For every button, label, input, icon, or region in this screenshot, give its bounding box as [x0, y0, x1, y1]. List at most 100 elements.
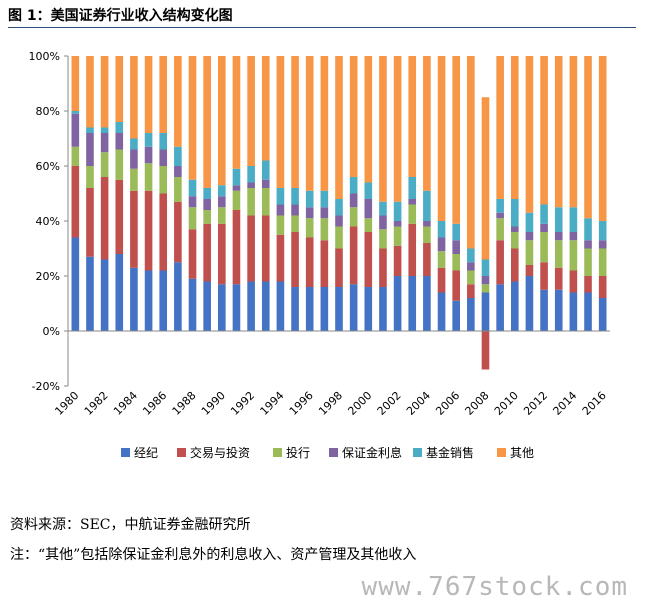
bar-segment-1992-series-3	[247, 182, 255, 188]
x-tick-label: 2004	[404, 389, 433, 418]
bar-segment-1989-series-1	[203, 223, 211, 282]
bar-segment-1994-series-0	[276, 281, 285, 331]
bar-segment-2005-series-3	[437, 237, 446, 252]
bar-segment-1993-series-4	[261, 160, 270, 180]
bar-segment-2012-series-4	[540, 204, 548, 224]
bar-segment-1997-series-2	[320, 218, 329, 241]
bar-segment-2000-series-4	[364, 182, 373, 199]
bar-segment-1984-series-4	[130, 138, 138, 150]
legend-label: 其他	[510, 446, 534, 460]
bar-segment-1982-series-2	[100, 152, 109, 177]
bar-segment-2010-series-3	[510, 226, 519, 232]
bar-segment-1992-series-0	[247, 281, 255, 331]
bar-segment-1991-series-1	[232, 210, 241, 285]
bar-segment-1986-series-5	[159, 56, 168, 133]
bar-segment-1993-series-0	[261, 281, 270, 331]
bar-segment-2008-series-5	[481, 97, 490, 260]
bar-segment-2007-series-3	[467, 262, 475, 271]
x-tick-label: 1998	[316, 389, 345, 418]
bar-segment-1996-series-1	[305, 237, 314, 287]
bar-segment-2002-series-3	[393, 221, 402, 227]
legend-label: 交易与投资	[190, 445, 250, 460]
bar-segment-1986-series-0	[159, 270, 168, 331]
x-tick-label: 2006	[433, 389, 462, 418]
bar-segment-1999-series-1	[349, 226, 358, 285]
bar-segment-1984-series-1	[130, 190, 138, 268]
bar-segment-2008-series-0	[481, 292, 490, 331]
bar-segment-2007-series-5	[467, 56, 475, 249]
bar-segment-2003-series-3	[408, 199, 417, 205]
bar-segment-2012-series-5	[540, 56, 548, 205]
bar-segment-1992-series-5	[247, 56, 255, 166]
bar-segment-2009-series-2	[496, 218, 504, 241]
bar-segment-2007-series-0	[467, 298, 475, 331]
bar-segment-1994-series-1	[276, 234, 285, 282]
x-tick-label: 2014	[551, 389, 580, 418]
bar-segment-1994-series-3	[276, 204, 285, 216]
bar-segment-1987-series-5	[174, 56, 182, 147]
bar-segment-1980-series-4	[71, 111, 80, 114]
bar-segment-1993-series-3	[261, 179, 270, 188]
bar-segment-2005-series-5	[437, 56, 446, 221]
bar-segment-2004-series-3	[423, 221, 431, 227]
bar-segment-2015-series-1	[584, 276, 592, 293]
bar-segment-2013-series-2	[554, 240, 563, 268]
x-tick-label: 2012	[521, 389, 550, 418]
bar-segment-1999-series-3	[349, 193, 358, 208]
bar-segment-1980-series-5	[71, 56, 80, 111]
bar-segment-1989-series-0	[203, 281, 211, 331]
bar-segment-2001-series-0	[379, 287, 387, 331]
bar-segment-2005-series-4	[437, 221, 446, 238]
bar-segment-2013-series-1	[554, 267, 563, 290]
bar-segment-1981-series-1	[86, 188, 94, 257]
bar-segment-1986-series-1	[159, 193, 168, 271]
bar-segment-1988-series-4	[188, 179, 197, 197]
bar-segment-1999-series-4	[349, 177, 358, 194]
bar-segment-2007-series-4	[467, 248, 475, 263]
bar-segment-2011-series-4	[525, 212, 534, 232]
bar-segment-2009-series-1	[496, 240, 504, 285]
bar-segment-2000-series-5	[364, 56, 373, 183]
bar-segment-1986-series-4	[159, 133, 168, 150]
bar-segment-2001-series-1	[379, 248, 387, 287]
bar-segment-1986-series-3	[159, 149, 168, 166]
bar-segment-2009-series-4	[496, 199, 504, 213]
bar-segment-1991-series-4	[232, 168, 241, 186]
bar-segment-2009-series-5	[496, 56, 504, 199]
bar-segment-2005-series-2	[437, 251, 446, 268]
bar-segment-1991-series-5	[232, 56, 241, 169]
bar-segment-1988-series-3	[188, 196, 197, 208]
bar-segment-2000-series-0	[364, 287, 373, 331]
bar-segment-1999-series-0	[349, 284, 358, 331]
bar-segment-2012-series-2	[540, 232, 548, 263]
bar-segment-2013-series-0	[554, 289, 563, 331]
bar-segment-1995-series-0	[291, 287, 299, 331]
bar-segment-1996-series-4	[305, 190, 314, 208]
bar-segment-1996-series-5	[305, 56, 314, 191]
bar-segment-1993-series-1	[261, 215, 270, 282]
bar-segment-1990-series-1	[218, 223, 226, 285]
legend-label: 经纪	[134, 446, 158, 460]
bar-segment-1991-series-3	[232, 185, 241, 191]
bar-segment-1987-series-2	[174, 177, 182, 202]
bar-segment-1989-series-2	[203, 210, 211, 224]
bar-segment-2003-series-5	[408, 56, 417, 177]
bar-segment-1980-series-1	[71, 166, 80, 238]
bar-segment-2010-series-5	[510, 56, 519, 199]
bars-group	[71, 56, 607, 370]
x-tick-label: 1986	[140, 389, 169, 418]
bar-segment-1985-series-0	[144, 270, 153, 331]
bar-segment-2002-series-2	[393, 226, 402, 246]
bar-segment-1992-series-2	[247, 188, 255, 216]
bar-segment-1993-series-2	[261, 188, 270, 216]
bar-segment-1999-series-2	[349, 207, 358, 227]
bar-segment-2003-series-4	[408, 177, 417, 199]
bar-segment-1995-series-5	[291, 56, 299, 188]
bar-segment-2013-series-4	[554, 207, 563, 232]
bar-segment-1988-series-2	[188, 207, 197, 230]
bar-segment-2006-series-5	[452, 56, 460, 224]
bar-segment-2015-series-0	[584, 292, 592, 331]
bar-segment-2014-series-5	[569, 56, 578, 208]
bar-segment-2016-series-4	[598, 221, 607, 241]
bar-segment-1983-series-2	[115, 149, 124, 180]
